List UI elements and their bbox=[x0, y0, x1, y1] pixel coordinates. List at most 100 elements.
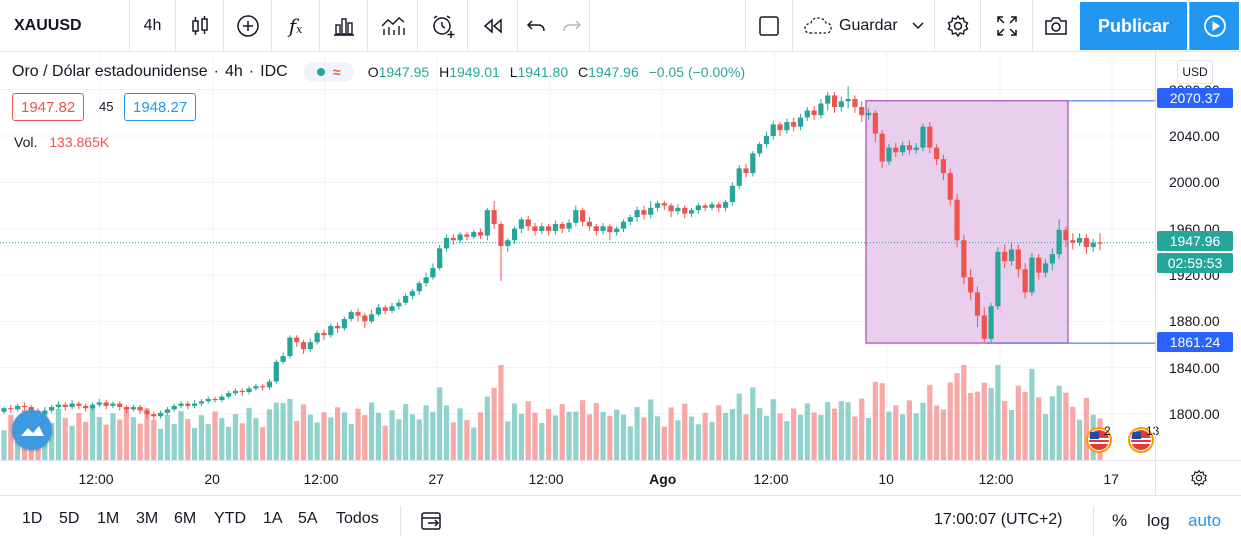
candle-body bbox=[443, 237, 450, 249]
go-to-date-button[interactable] bbox=[420, 510, 444, 537]
range-button-5d[interactable]: 5D bbox=[59, 510, 80, 527]
volume-bar bbox=[634, 407, 640, 460]
volume-bar bbox=[872, 381, 878, 460]
candle-body bbox=[389, 306, 395, 311]
instrument-title[interactable]: Oro / Dólar estadounidense bbox=[12, 63, 208, 80]
chart-legend: Oro / Dólar estadounidense · 4h · IDC ≈ … bbox=[12, 62, 745, 82]
volume-bar bbox=[688, 416, 695, 460]
market-status-badge[interactable]: ≈ bbox=[303, 62, 354, 82]
candle-body bbox=[8, 408, 14, 410]
time-axis[interactable]: 12:00 20 12:00 27 12:00 Ago 12:00 10 12:00 17 bbox=[0, 460, 1155, 495]
volume-bar bbox=[355, 408, 361, 460]
volume-bar bbox=[69, 425, 75, 460]
volume-bar bbox=[804, 403, 810, 460]
percent-scale-toggle[interactable]: % bbox=[1112, 511, 1128, 530]
candle-body bbox=[879, 133, 885, 162]
tradingview-logo[interactable] bbox=[12, 410, 52, 450]
volume-bar bbox=[668, 407, 674, 460]
alert-button[interactable] bbox=[418, 0, 468, 52]
volume-bar bbox=[879, 383, 885, 460]
volume-bar bbox=[654, 416, 661, 460]
volume-bar bbox=[471, 427, 477, 460]
candle-body bbox=[362, 315, 368, 322]
volume-bar bbox=[695, 424, 701, 460]
candle-body bbox=[287, 337, 293, 357]
range-top-value: 2070.37 bbox=[1169, 90, 1221, 106]
candle-body bbox=[511, 228, 518, 241]
range-button-6m[interactable]: 6M bbox=[174, 510, 197, 527]
volume-bar bbox=[253, 418, 259, 460]
clock-timezone-button[interactable]: 17:00:07 (UTC+2) bbox=[934, 511, 1063, 528]
range-button-1m[interactable]: 1M bbox=[97, 510, 120, 527]
close-value: 1947.96 bbox=[588, 64, 639, 80]
sell-price-button[interactable]: 1947.82 bbox=[12, 93, 85, 121]
volume-bar bbox=[1070, 406, 1076, 460]
volume-bar bbox=[307, 414, 313, 460]
range-button-1a[interactable]: 1A bbox=[263, 510, 283, 527]
candle-body bbox=[471, 232, 477, 237]
candle-body bbox=[913, 147, 919, 150]
range-button-todos[interactable]: Todos bbox=[336, 510, 379, 527]
strategy-button[interactable] bbox=[368, 0, 418, 52]
replay-play-button[interactable] bbox=[1189, 2, 1239, 50]
save-button[interactable]: Guardar bbox=[793, 0, 935, 52]
fullscreen-button[interactable] bbox=[981, 0, 1033, 52]
volume-bar bbox=[491, 387, 497, 460]
candle-body bbox=[369, 314, 375, 322]
symbol-search-button[interactable]: XAUUSD bbox=[0, 0, 130, 52]
volume-bar bbox=[566, 411, 572, 460]
range-button-5a[interactable]: 5A bbox=[298, 510, 318, 527]
volume-bar bbox=[838, 401, 844, 460]
candle-body bbox=[981, 315, 987, 339]
range-bottom-value: 1861.24 bbox=[1169, 334, 1221, 350]
candle-body bbox=[641, 210, 647, 215]
templates-button[interactable] bbox=[320, 0, 368, 52]
undo-button[interactable] bbox=[518, 0, 554, 52]
publish-button[interactable]: Publicar bbox=[1080, 2, 1187, 50]
replay-button[interactable] bbox=[468, 0, 518, 52]
volume-bar bbox=[845, 402, 851, 460]
chart-type-button[interactable] bbox=[176, 0, 224, 52]
volume-bar bbox=[123, 406, 130, 460]
volume-bar bbox=[300, 404, 307, 460]
economic-event-badge[interactable] bbox=[1086, 427, 1112, 453]
volume-bar bbox=[1063, 392, 1069, 460]
redo-button[interactable] bbox=[554, 0, 590, 52]
candle-body bbox=[1097, 242, 1103, 244]
candle-body bbox=[1042, 263, 1049, 273]
settings-button[interactable] bbox=[935, 0, 981, 52]
currency-button[interactable]: USD bbox=[1177, 60, 1213, 84]
axis-settings-button[interactable] bbox=[1155, 460, 1241, 495]
candle-body bbox=[811, 110, 817, 116]
indicators-button[interactable]: fx bbox=[272, 0, 320, 52]
range-top-price-tag: 2070.37 bbox=[1157, 88, 1233, 108]
snapshot-button[interactable] bbox=[1033, 0, 1079, 52]
buy-price-button[interactable]: 1948.27 bbox=[124, 93, 197, 121]
candle-body bbox=[192, 403, 198, 406]
log-scale-toggle[interactable]: log bbox=[1147, 511, 1170, 530]
layout-button[interactable] bbox=[745, 0, 793, 52]
economic-event-badge[interactable] bbox=[1128, 427, 1154, 453]
volume-bar bbox=[743, 414, 749, 460]
change-value: −0.05 (−0.00%) bbox=[648, 64, 746, 80]
candle-body bbox=[675, 207, 681, 212]
candle-body bbox=[123, 407, 130, 410]
candle-body bbox=[709, 204, 715, 208]
volume-bar bbox=[784, 421, 790, 460]
legend-exchange: IDC bbox=[260, 63, 288, 80]
candle-body bbox=[294, 337, 300, 343]
volume-bar bbox=[423, 405, 429, 460]
compare-button[interactable] bbox=[224, 0, 272, 52]
range-button-ytd[interactable]: YTD bbox=[214, 510, 246, 527]
candle-body bbox=[62, 404, 68, 408]
candle-body bbox=[375, 307, 382, 315]
plus-circle-icon bbox=[236, 15, 259, 37]
volume-bar bbox=[559, 404, 565, 460]
auto-scale-toggle[interactable]: auto bbox=[1188, 511, 1222, 530]
interval-button[interactable]: 4h bbox=[130, 0, 176, 52]
volume-bar bbox=[825, 402, 831, 460]
rewind-icon bbox=[483, 18, 502, 34]
function-icon: fx bbox=[288, 14, 303, 38]
range-button-1d[interactable]: 1D bbox=[22, 510, 43, 527]
range-button-3m[interactable]: 3M bbox=[136, 510, 159, 527]
